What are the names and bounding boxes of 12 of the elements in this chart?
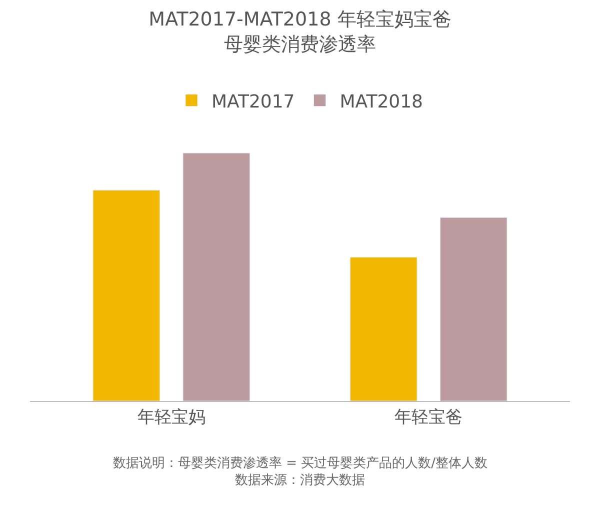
legend-label: MAT2017	[212, 91, 295, 112]
bar	[350, 256, 418, 401]
chart-title: MAT2017-MAT2018 年轻宝妈宝爸	[148, 8, 452, 31]
legend-label: MAT2018	[340, 91, 423, 112]
text: 数据说明：母婴类消费渗透率 = 买过母婴类产品的人数/整体人数	[113, 455, 488, 471]
chart-subtitle: 母婴类消费渗透率	[224, 33, 376, 56]
x-tick-label: 年轻宝爸	[394, 407, 463, 428]
bar	[440, 217, 508, 401]
bar	[92, 190, 160, 401]
x-tick-label: 年轻宝妈	[137, 407, 206, 428]
source-note: 数据来源：消费大数据	[235, 473, 365, 488]
bar	[182, 152, 250, 401]
